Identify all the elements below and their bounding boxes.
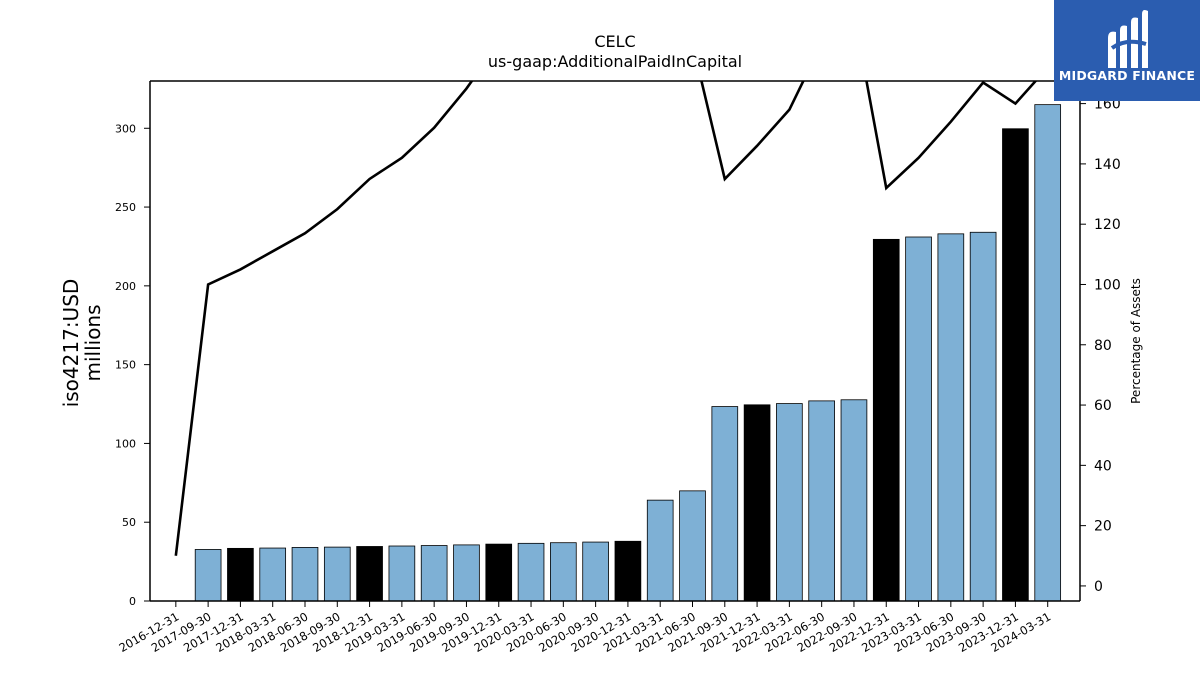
bar xyxy=(453,544,480,602)
bar xyxy=(388,545,416,602)
y-tick-label: 0 xyxy=(129,595,136,608)
bar xyxy=(1002,128,1029,602)
bar xyxy=(259,547,287,602)
brand-logo: MIDGARD FINANCE xyxy=(1054,0,1200,101)
chart-title: CELC xyxy=(594,32,636,51)
y2-tick-label: 40 xyxy=(1094,458,1112,474)
bar xyxy=(323,546,351,602)
series-line-percentage-of-assets xyxy=(174,81,1038,556)
y-tick-label: 250 xyxy=(115,201,136,214)
bar xyxy=(808,400,835,602)
y-axis-label: iso4217:USDmillions xyxy=(59,279,105,408)
bar xyxy=(679,490,706,602)
y2-tick-label: 20 xyxy=(1094,519,1112,535)
bar-group xyxy=(194,104,1062,602)
bar xyxy=(485,543,513,602)
y2-tick-label: 80 xyxy=(1094,338,1112,354)
midgard-logo-icon xyxy=(1108,10,1148,69)
y-tick-label: 200 xyxy=(115,280,136,293)
y2-tick-label: 140 xyxy=(1094,157,1121,173)
brand-name: MIDGARD FINANCE xyxy=(1058,68,1196,83)
bar xyxy=(517,542,545,602)
y-tick-label: 50 xyxy=(122,516,136,529)
bar xyxy=(969,231,997,602)
y-axis-label-line: iso4217:USD xyxy=(59,279,83,408)
y2-tick-label: 60 xyxy=(1094,398,1112,414)
y-tick-label: 150 xyxy=(115,359,136,372)
y2-axis-label: Percentage of Assets xyxy=(1129,278,1143,404)
bar xyxy=(743,404,771,602)
chart-subtitle: us-gaap:AdditionalPaidInCapital xyxy=(487,52,743,71)
bar xyxy=(840,399,868,602)
bar xyxy=(872,238,900,602)
bar xyxy=(614,540,642,602)
bar xyxy=(776,403,803,602)
bar xyxy=(291,547,319,602)
bar xyxy=(905,236,932,602)
bar xyxy=(646,499,674,602)
bar xyxy=(1034,104,1062,602)
y2-tick-label: 120 xyxy=(1094,217,1121,233)
y-tick-label: 300 xyxy=(115,122,136,135)
bar xyxy=(550,542,577,602)
bar xyxy=(194,549,222,602)
bar xyxy=(711,406,739,602)
bar xyxy=(227,547,254,602)
y2-tick-label: 100 xyxy=(1094,277,1121,293)
bar xyxy=(356,546,383,602)
y2-tick-label: 0 xyxy=(1094,579,1103,595)
bar xyxy=(937,233,965,602)
y-axis-label-line: millions xyxy=(81,304,105,381)
y-tick-label: 100 xyxy=(115,437,136,450)
bar xyxy=(582,541,609,602)
bar xyxy=(420,545,448,602)
